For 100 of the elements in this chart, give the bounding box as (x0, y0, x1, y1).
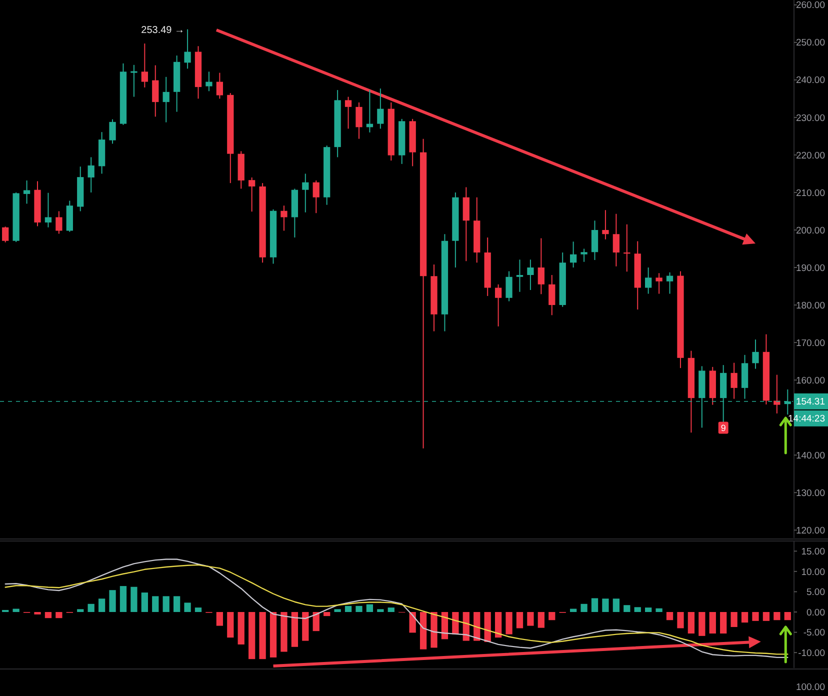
bar (634, 607, 641, 612)
y-tick-label: 190.00 (796, 262, 825, 274)
candlestick (612, 213, 620, 267)
y-tick-label: 140.00 (796, 450, 825, 462)
bar (452, 612, 459, 634)
y-tick-label: 15.00 (801, 546, 825, 558)
bar (741, 612, 748, 623)
text: 100.00 (796, 682, 825, 693)
candlestick (548, 274, 556, 316)
bar (688, 612, 695, 634)
y-tick-label: 10.00 (801, 566, 825, 578)
bar (591, 598, 598, 612)
candlestick (280, 205, 288, 232)
bar (98, 598, 106, 612)
bar (494, 612, 502, 638)
bar (677, 612, 684, 628)
candlestick (184, 28, 191, 70)
bar (762, 612, 770, 621)
bar (2, 610, 9, 612)
y-tick-label: 230.00 (796, 112, 825, 124)
candlestick (130, 64, 138, 98)
bar (516, 612, 524, 628)
candlestick (774, 374, 780, 414)
candlestick (506, 270, 512, 302)
bar (270, 612, 277, 658)
y-tick-label: -10.00 (798, 648, 825, 659)
candlestick (570, 241, 577, 268)
bar (570, 608, 577, 612)
candlestick (602, 210, 609, 240)
candlestick (216, 72, 224, 100)
bar (666, 612, 674, 620)
bar (420, 612, 427, 650)
bar (645, 608, 652, 612)
bar (141, 592, 148, 612)
bar (130, 586, 138, 612)
y-tick-label: 210.00 (796, 188, 825, 199)
bar (194, 608, 202, 612)
bar (324, 612, 330, 616)
candlestick (302, 173, 309, 213)
candlestick (2, 226, 9, 243)
bar (612, 598, 620, 612)
candlestick (248, 176, 256, 212)
candlestick (23, 180, 30, 204)
candlestick (109, 118, 116, 144)
candlestick (152, 64, 159, 118)
bar (377, 609, 384, 612)
bar (752, 612, 759, 621)
bar (44, 612, 52, 618)
candlestick (494, 284, 502, 327)
y-tick-label: -5.00 (803, 628, 825, 639)
bar (173, 596, 180, 612)
candlestick (88, 156, 94, 193)
bar (109, 590, 116, 612)
candlestick (44, 192, 52, 228)
candlestick (162, 76, 170, 123)
bar (152, 596, 159, 612)
bar (720, 612, 727, 634)
candlestick (516, 259, 524, 292)
bar (698, 612, 706, 636)
bar (484, 612, 491, 642)
y-tick-label: 170.00 (796, 338, 825, 349)
bar (291, 612, 298, 647)
bar (56, 612, 62, 618)
bar (216, 612, 224, 626)
bar (462, 612, 470, 641)
candlestick (656, 272, 662, 294)
candlestick (377, 88, 384, 130)
bar (312, 612, 320, 632)
bar (602, 598, 609, 612)
bar (356, 606, 362, 612)
bar (506, 612, 512, 634)
bar (774, 612, 780, 620)
candlestick (752, 339, 759, 370)
candlestick (206, 71, 212, 92)
y-tick-label: 240.00 (796, 75, 825, 86)
annotation: 9 (720, 422, 726, 433)
bar (280, 612, 288, 652)
bar (248, 612, 256, 660)
bar (162, 596, 170, 612)
candlestick (645, 267, 652, 294)
ref-line-label: 154.31 (796, 396, 825, 408)
y-tick-label: 120.00 (796, 525, 825, 536)
bar (12, 608, 20, 612)
candlestick (56, 210, 62, 234)
bar (548, 612, 556, 620)
candlestick (462, 186, 470, 262)
bar (120, 586, 127, 612)
y-tick-label: 160.00 (796, 375, 825, 386)
bar (344, 606, 352, 612)
y-tick-label: 220.00 (796, 150, 825, 162)
bar (474, 612, 480, 641)
bar (580, 604, 588, 612)
bar (624, 605, 630, 612)
candlestick (580, 248, 588, 262)
bar (538, 612, 544, 628)
bar (388, 608, 394, 612)
annotation: 253.49 → (141, 24, 185, 36)
candlestick (527, 259, 534, 291)
bar (656, 608, 662, 612)
bar (88, 604, 94, 612)
